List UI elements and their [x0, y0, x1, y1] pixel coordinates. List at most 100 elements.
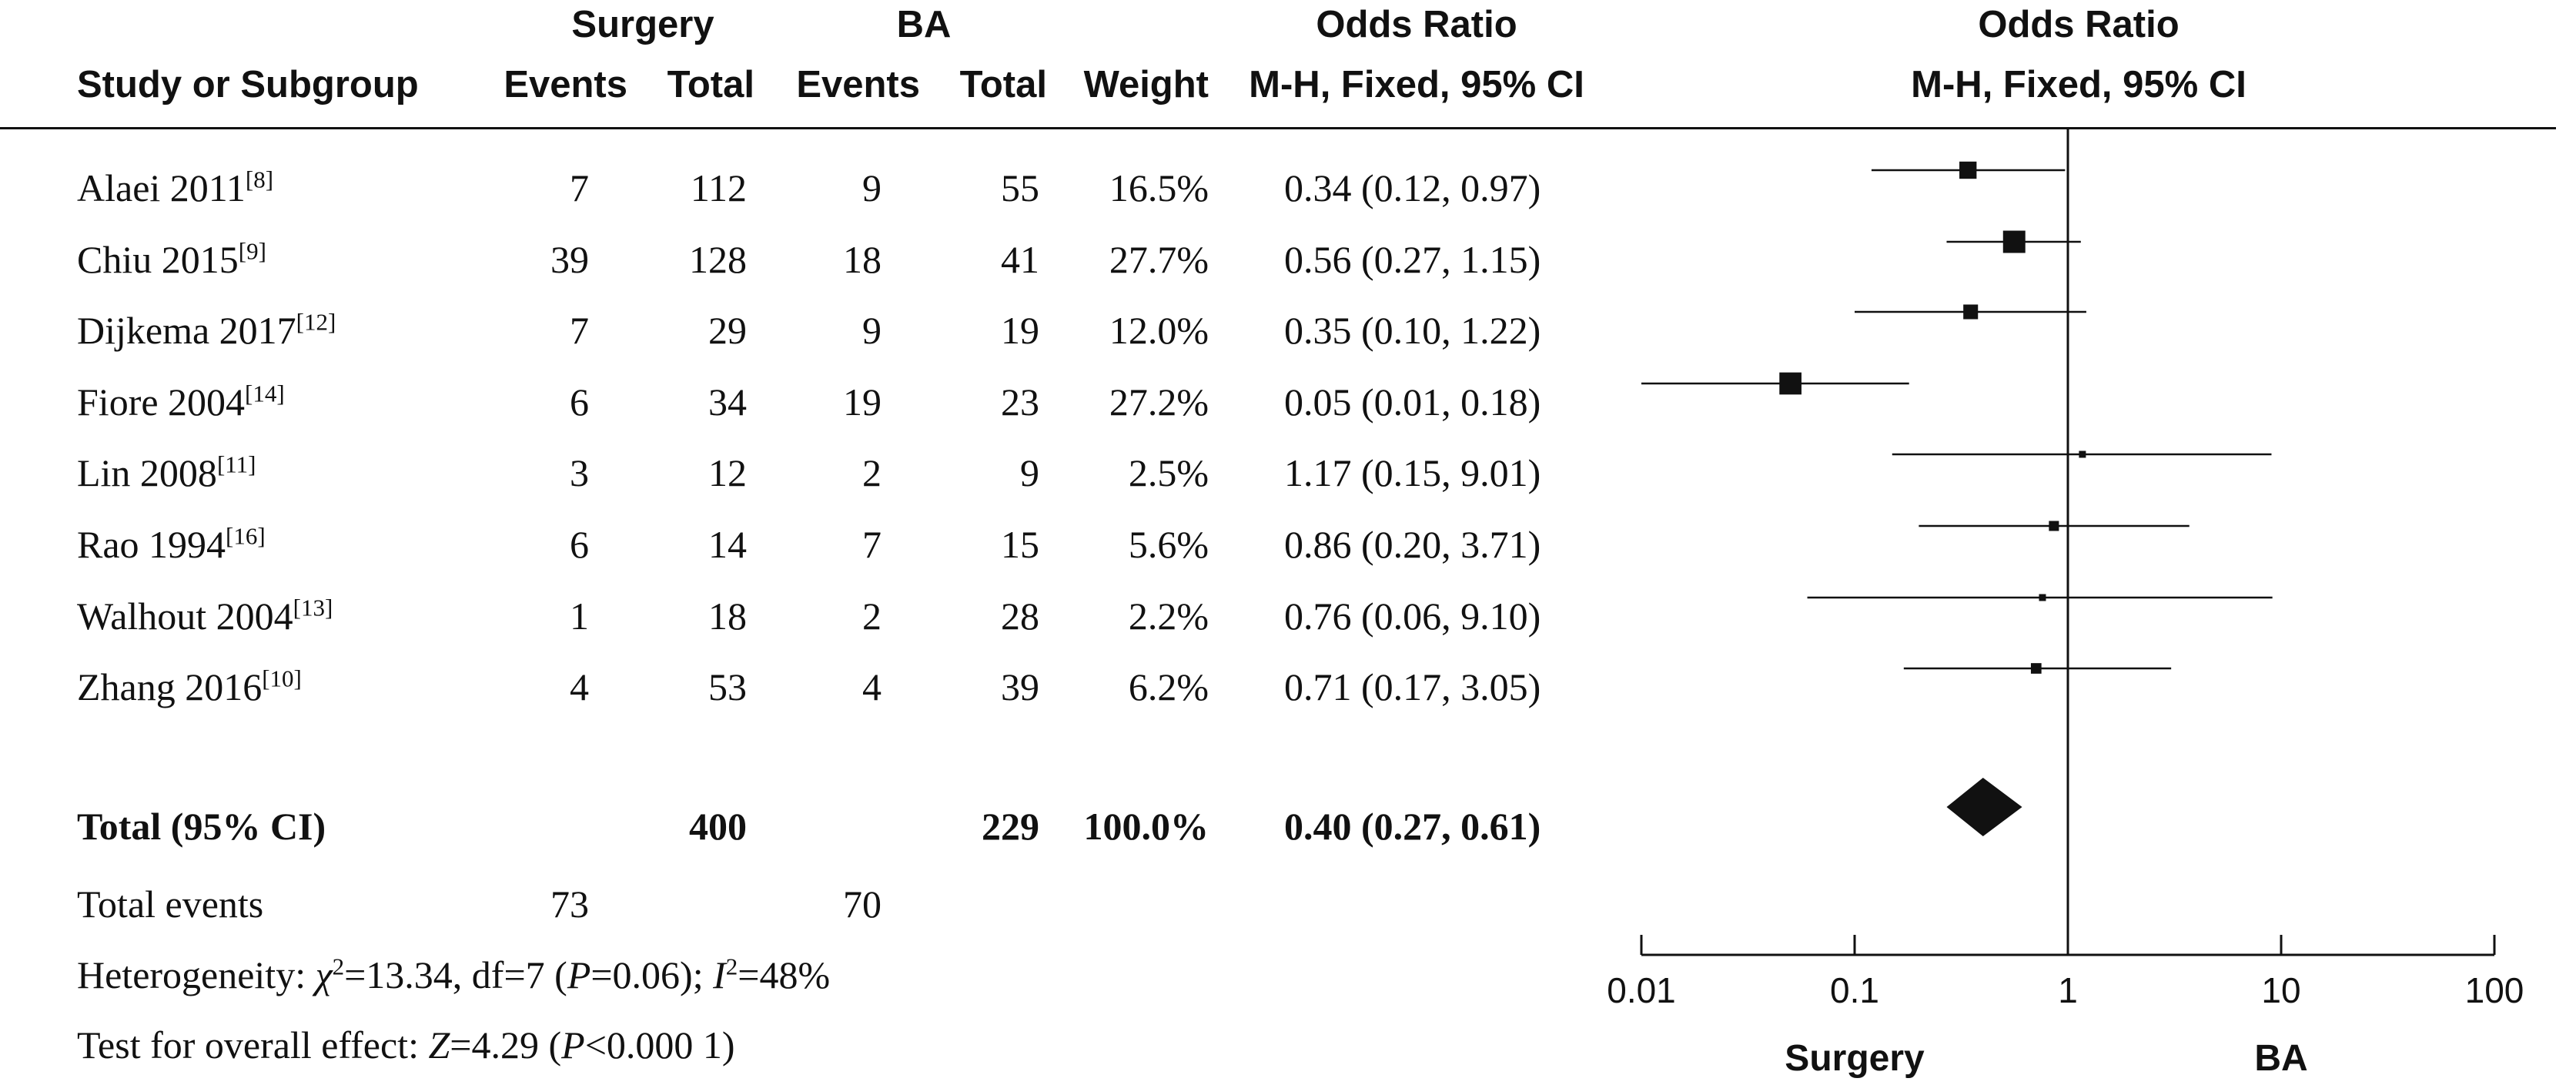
study-name: Fiore 2004[14]: [77, 380, 285, 424]
study-total-surgery: 53: [708, 665, 747, 708]
study-events-ba: 18: [843, 238, 882, 281]
study-or-ci: 0.76 (0.06, 9.10): [1284, 594, 1541, 638]
study-weight: 12.0%: [1109, 309, 1209, 352]
study-reference: [10]: [262, 665, 302, 692]
study-square: [2030, 663, 2042, 674]
total-events-surgery: 73: [550, 882, 589, 926]
overall-effect-line: Test for overall effect: Z=4.29 (P<0.000…: [77, 1023, 735, 1067]
study-or-ci: 0.34 (0.12, 0.97): [1284, 166, 1541, 209]
study-reference: [16]: [226, 522, 266, 550]
study-or-ci: 1.17 (0.15, 9.01): [1284, 451, 1541, 494]
study-total-surgery: 112: [690, 166, 747, 209]
study-weight: 16.5%: [1109, 166, 1209, 209]
col-header-events2: Events: [796, 64, 920, 105]
pooled-diamond: [1946, 778, 2022, 836]
col-header-total1: Total: [667, 64, 754, 105]
study-events-ba: 2: [862, 451, 882, 494]
plot-title: Odds Ratio: [1978, 4, 2180, 45]
study-name-text: Zhang 2016: [77, 665, 263, 708]
heterogeneity-line: Heterogeneity: χ2=13.34, df=7 (P=0.06); …: [77, 953, 831, 996]
study-events-ba: 7: [862, 523, 882, 566]
study-name: Rao 1994[16]: [77, 522, 266, 567]
total-row-label: Total (95% CI): [77, 805, 326, 848]
study-square: [2002, 230, 2026, 253]
study-events-ba: 2: [862, 594, 882, 638]
x-tick-label: 0.1: [1830, 970, 1879, 1010]
study-events-ba: 4: [862, 665, 882, 708]
study-square: [1959, 161, 1977, 179]
x-tick-label: 10: [2261, 970, 2300, 1010]
total-row-total2: 229: [982, 805, 1039, 848]
study-name: Walhout 2004[13]: [77, 594, 333, 638]
study-name: Dijkema 2017[12]: [77, 308, 336, 353]
col-header-events1: Events: [503, 64, 627, 105]
study-name-text: Alaei 2011: [77, 166, 246, 209]
study-total-ba: 19: [1001, 309, 1039, 352]
study-total-ba: 15: [1001, 523, 1039, 566]
study-total-ba: 55: [1001, 166, 1039, 209]
study-or-ci: 0.35 (0.10, 1.22): [1284, 309, 1541, 352]
study-reference: [11]: [216, 450, 256, 478]
study-name-text: Walhout 2004: [77, 594, 293, 638]
study-square: [1779, 372, 1802, 395]
col-header-total2: Total: [959, 64, 1047, 105]
study-total-surgery: 18: [708, 594, 747, 638]
study-name-text: Fiore 2004: [77, 380, 246, 424]
study-reference: [8]: [245, 166, 274, 193]
study-or-ci: 0.05 (0.01, 0.18): [1284, 380, 1541, 424]
study-weight: 27.7%: [1109, 238, 1209, 281]
study-square: [1963, 304, 1979, 320]
study-name: Lin 2008[11]: [77, 450, 256, 495]
study-total-surgery: 29: [708, 309, 747, 352]
study-reference: [9]: [238, 237, 266, 265]
study-weight: 2.2%: [1128, 594, 1209, 638]
study-events-surgery: 39: [550, 238, 589, 281]
total-row-total1: 400: [689, 805, 747, 848]
study-name-text: Rao 1994: [77, 523, 226, 566]
study-name-text: Dijkema 2017: [77, 309, 296, 352]
study-events-surgery: 6: [570, 380, 589, 424]
study-total-ba: 9: [1020, 451, 1039, 494]
study-events-surgery: 1: [570, 594, 589, 638]
x-tick-label: 100: [2465, 970, 2524, 1010]
x-tick-label: 0.01: [1607, 970, 1676, 1010]
study-weight: 27.2%: [1109, 380, 1209, 424]
study-total-ba: 23: [1001, 380, 1039, 424]
study-weight: 5.6%: [1128, 523, 1209, 566]
header-divider: [0, 127, 2556, 129]
study-name: Alaei 2011[8]: [77, 166, 273, 210]
study-name-text: Lin 2008: [77, 451, 217, 494]
study-events-ba: 19: [843, 380, 882, 424]
study-square: [2039, 594, 2046, 601]
study-total-ba: 28: [1001, 594, 1039, 638]
study-or-ci: 0.86 (0.20, 3.71): [1284, 523, 1541, 566]
study-total-surgery: 128: [689, 238, 747, 281]
study-total-ba: 41: [1001, 238, 1039, 281]
col-header-weight: Weight: [1083, 64, 1209, 105]
study-name: Zhang 2016[10]: [77, 665, 302, 709]
study-total-ba: 39: [1001, 665, 1039, 708]
study-events-ba: 9: [862, 309, 882, 352]
total-events-label: Total events: [77, 882, 264, 926]
study-total-surgery: 14: [708, 523, 747, 566]
study-name-text: Chiu 2015: [77, 238, 239, 281]
study-total-surgery: 34: [708, 380, 747, 424]
study-events-surgery: 4: [570, 665, 589, 708]
favours-ba-label: BA: [2254, 1038, 2307, 1079]
x-tick-label: 1: [2058, 970, 2078, 1010]
or-column-method: M-H, Fixed, 95% CI: [1249, 64, 1584, 105]
study-or-ci: 0.71 (0.17, 3.05): [1284, 665, 1541, 708]
study-weight: 6.2%: [1128, 665, 1209, 708]
study-events-surgery: 3: [570, 451, 589, 494]
study-square: [2079, 450, 2086, 458]
col-header-study: Study or Subgroup: [77, 64, 419, 105]
plot-method: M-H, Fixed, 95% CI: [1911, 64, 2246, 105]
study-or-ci: 0.56 (0.27, 1.15): [1284, 238, 1541, 281]
study-name: Chiu 2015[9]: [77, 237, 266, 282]
group-header-ba: BA: [896, 4, 952, 45]
study-events-surgery: 7: [570, 166, 589, 209]
group-header-surgery: Surgery: [571, 4, 714, 45]
study-reference: [12]: [296, 308, 336, 336]
study-square: [2049, 521, 2059, 531]
